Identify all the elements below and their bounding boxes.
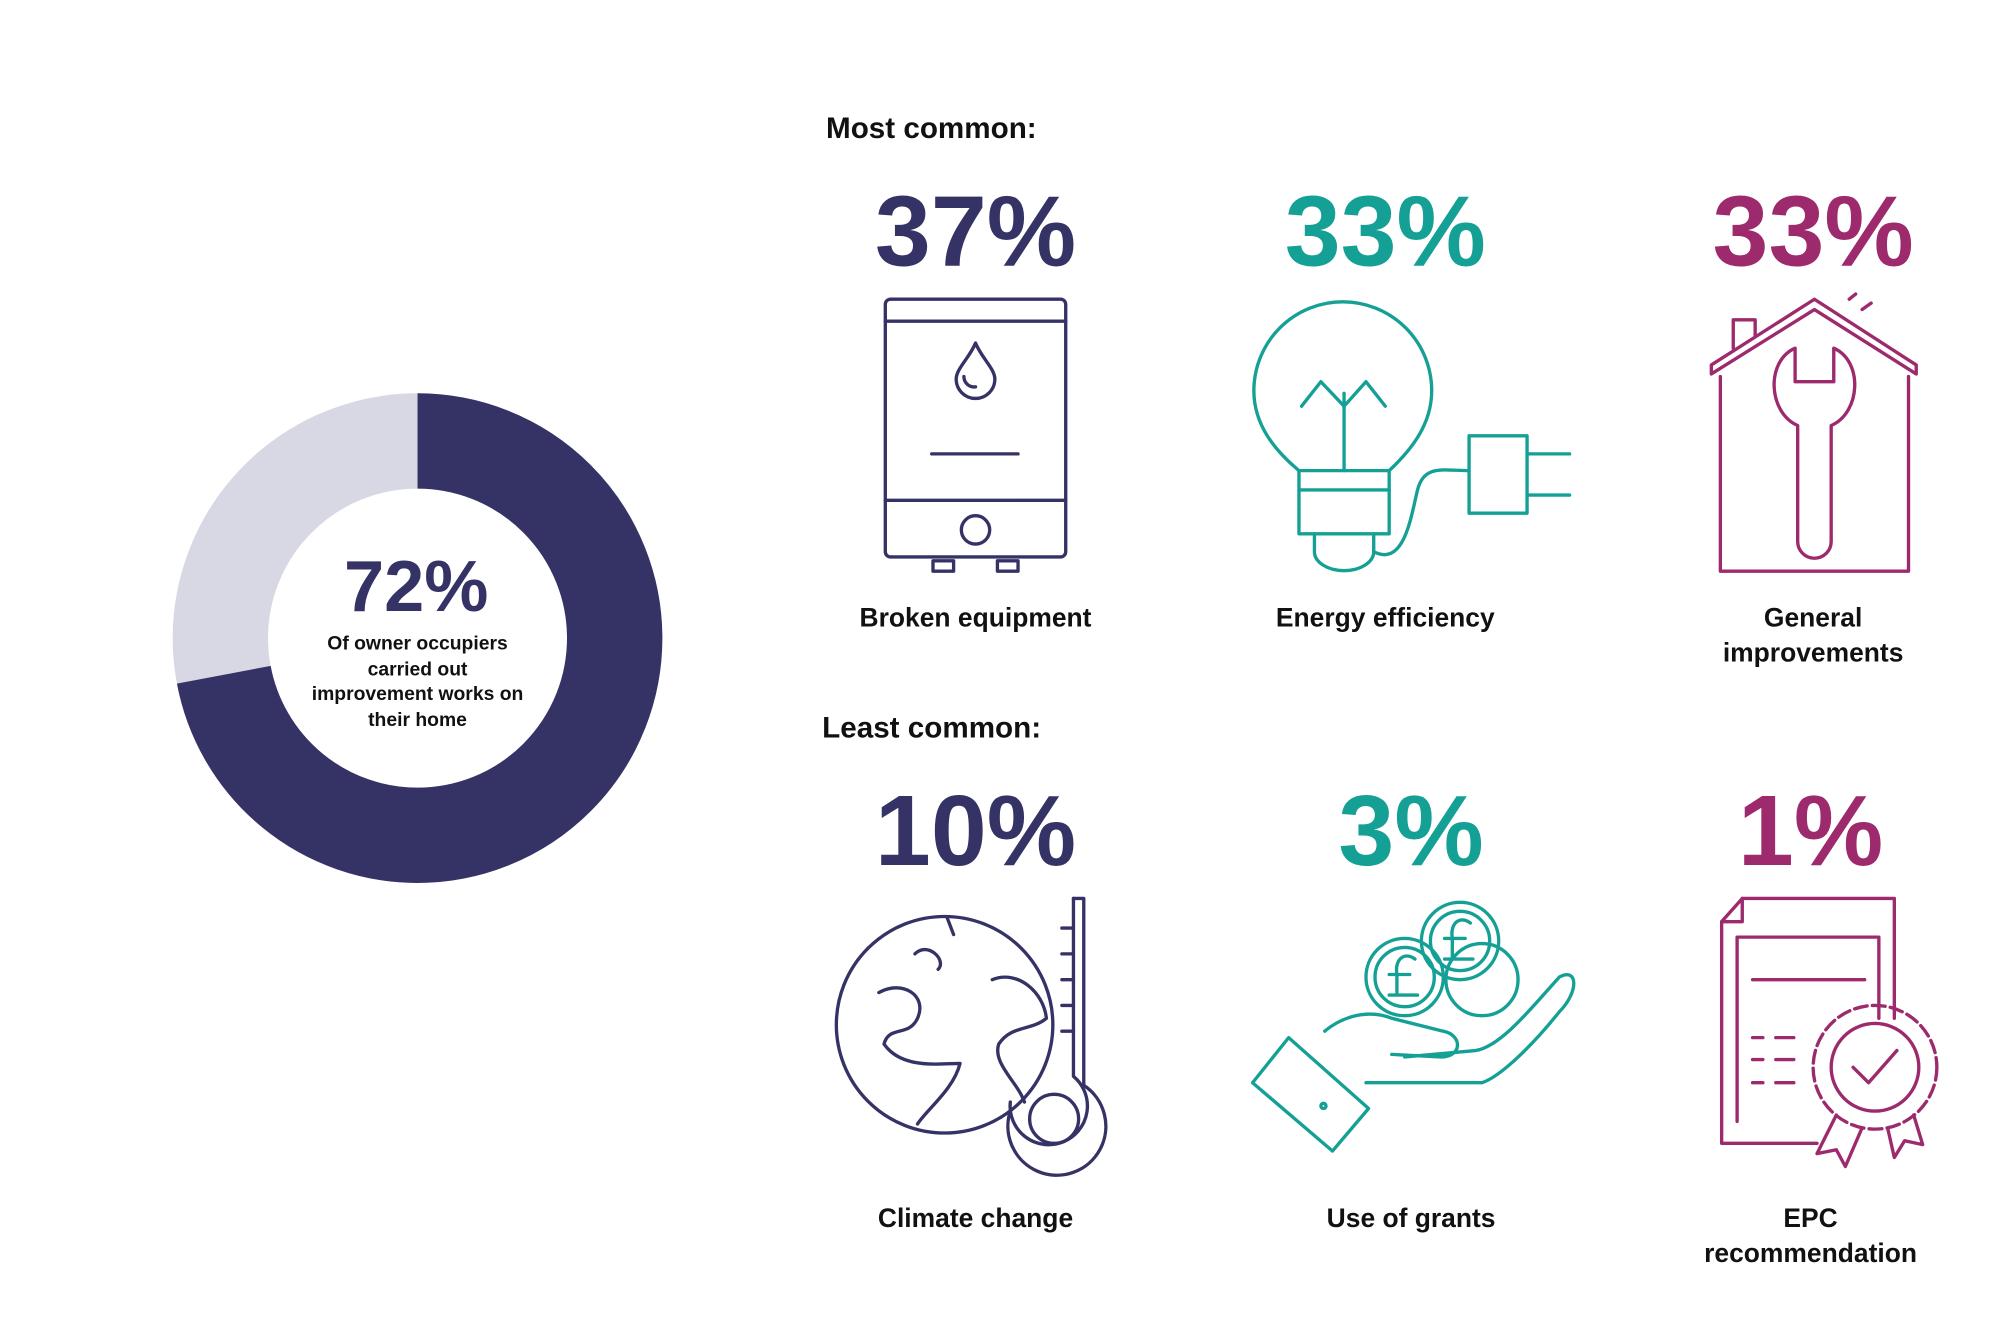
stat-label: Energy efficiency — [1275, 603, 1495, 633]
grants-icon — [1250, 900, 1576, 1153]
donut-caption: Of owner occupiers carried out improveme… — [311, 632, 524, 731]
stat-value: 33% — [1713, 176, 1914, 288]
stat-label: Broken equipment — [859, 603, 1092, 633]
stats: Most common: 37% Broken equipment 33% Energy… — [822, 112, 1917, 1269]
bulb-icon — [1252, 300, 1572, 573]
donut-value-label: 72% — [344, 547, 488, 627]
house-icon — [1709, 292, 1918, 573]
stat-label: Climate change — [877, 1203, 1074, 1234]
stat-label: EPC recommendation — [1704, 1203, 1917, 1269]
donut-segment — [172, 393, 663, 883]
stat-label-box: Energy efficiency — [1275, 603, 1495, 633]
stat-label-box: Climate change — [877, 1203, 1074, 1234]
globe-icon — [834, 896, 1108, 1177]
donut-caption-box: Of owner occupiers carried out improveme… — [311, 632, 524, 731]
stat-label-box: EPC recommendation — [1704, 1203, 1917, 1269]
certificate-icon — [1719, 896, 1939, 1169]
boiler-icon — [883, 297, 1068, 573]
section-heading: Least common: — [822, 711, 1041, 744]
stat-label-box: Broken equipment — [859, 603, 1092, 633]
stat-label-box: Use of grants — [1326, 1203, 1496, 1234]
stat-label: Use of grants — [1326, 1203, 1496, 1234]
section-heading: Most common: — [826, 112, 1037, 145]
stat-value: 1% — [1738, 775, 1883, 887]
stat-label-box: General improvements — [1722, 603, 1904, 668]
stat-value: 3% — [1338, 775, 1483, 887]
stat-value: 33% — [1285, 176, 1486, 288]
donut-chart — [172, 393, 663, 883]
stat-label: General improvements — [1722, 603, 1904, 668]
stat-value: 37% — [875, 176, 1076, 288]
stat-value: 10% — [875, 775, 1076, 887]
